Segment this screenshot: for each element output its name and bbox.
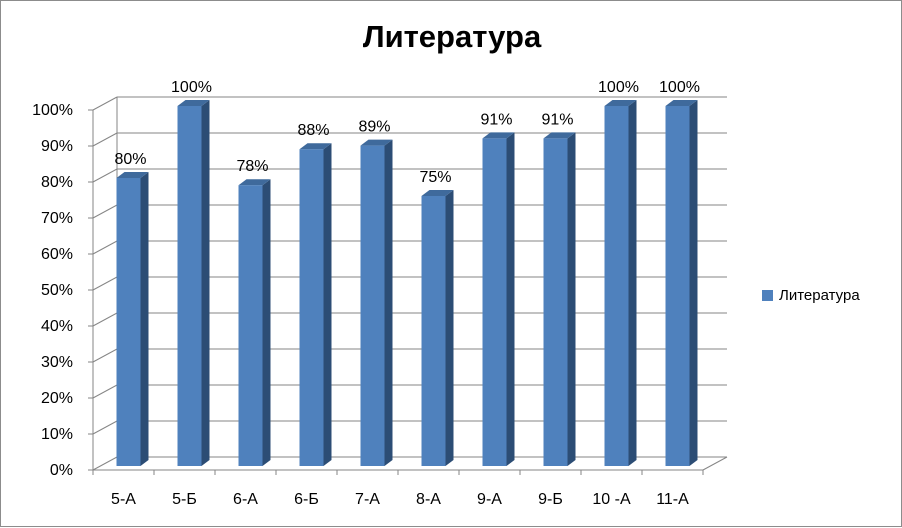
gridline-depth [92,168,118,183]
bar [177,106,202,466]
bar-side [384,139,393,466]
x-tick-label: 9-Б [538,491,563,508]
bar-side [506,132,515,466]
bar-side [445,190,454,466]
x-tick-label: 11-А [656,491,689,508]
chart-title: Литература [362,19,542,54]
bar-side [201,100,210,466]
bar [421,196,446,466]
data-label: 78% [236,158,268,175]
bar [604,106,629,466]
y-tick-label: 40% [41,318,73,335]
data-label: 91% [541,111,573,128]
bar-top [238,179,271,186]
bar [543,138,568,466]
gridline-depth [92,276,118,291]
x-tick-label: 5-Б [172,491,197,508]
gridline-depth [92,132,118,147]
bar-top [299,143,332,150]
y-tick-label: 70% [41,210,73,227]
gridline-depth [92,204,118,219]
data-label: 88% [297,122,329,139]
x-tick-label: 7-А [355,491,380,508]
data-label: 80% [114,151,146,168]
x-tick-label: 6-Б [294,491,319,508]
x-tick-label: 5-А [111,491,136,508]
bar-side [567,132,576,466]
y-tick-label: 30% [41,354,73,371]
x-tick-label: 6-А [233,491,258,508]
bar-top [360,139,393,146]
legend: Литература [762,287,860,304]
y-tick-label: 100% [32,102,73,119]
y-tick-label: 60% [41,246,73,263]
x-tick-label: 8-А [416,491,441,508]
floor-right-edge [702,456,728,471]
data-label: 89% [358,119,390,136]
bar-top [665,100,698,106]
data-label: 100% [598,79,639,96]
gridline-depth [92,420,118,435]
y-tick-label: 0% [50,462,73,479]
gridline-depth [92,456,118,471]
data-label: 75% [419,169,451,186]
gridline-depth [92,312,118,327]
x-tick-label: 9-А [477,491,502,508]
bar-side [628,100,637,466]
legend-swatch [762,290,773,301]
gridline-depth [92,240,118,255]
y-tick-label: 90% [41,138,73,155]
bar-top [177,100,210,106]
data-label: 91% [480,111,512,128]
gridline-depth [92,384,118,399]
bar-side [689,100,698,466]
bar [116,178,141,466]
bar-top [421,190,454,196]
bar-top [116,172,149,178]
bar-side [323,143,332,466]
bar [482,138,507,466]
x-tick-label: 10 -А [592,491,631,508]
y-tick-label: 80% [41,174,73,191]
bar [238,185,263,466]
bar-side [262,179,271,466]
gridline-depth [92,348,118,363]
data-label: 100% [659,79,700,96]
gridline-depth [92,96,118,111]
bar [360,145,385,466]
bar [299,149,324,466]
bar-side [140,172,149,466]
y-tick-label: 20% [41,390,73,407]
bar-top [543,132,576,139]
bar-top [604,100,637,106]
legend-label: Литература [779,287,860,304]
y-tick-label: 50% [41,282,73,299]
y-tick-label: 10% [41,426,73,443]
bar [665,106,690,466]
data-label: 100% [171,79,212,96]
bar-top [482,132,515,139]
